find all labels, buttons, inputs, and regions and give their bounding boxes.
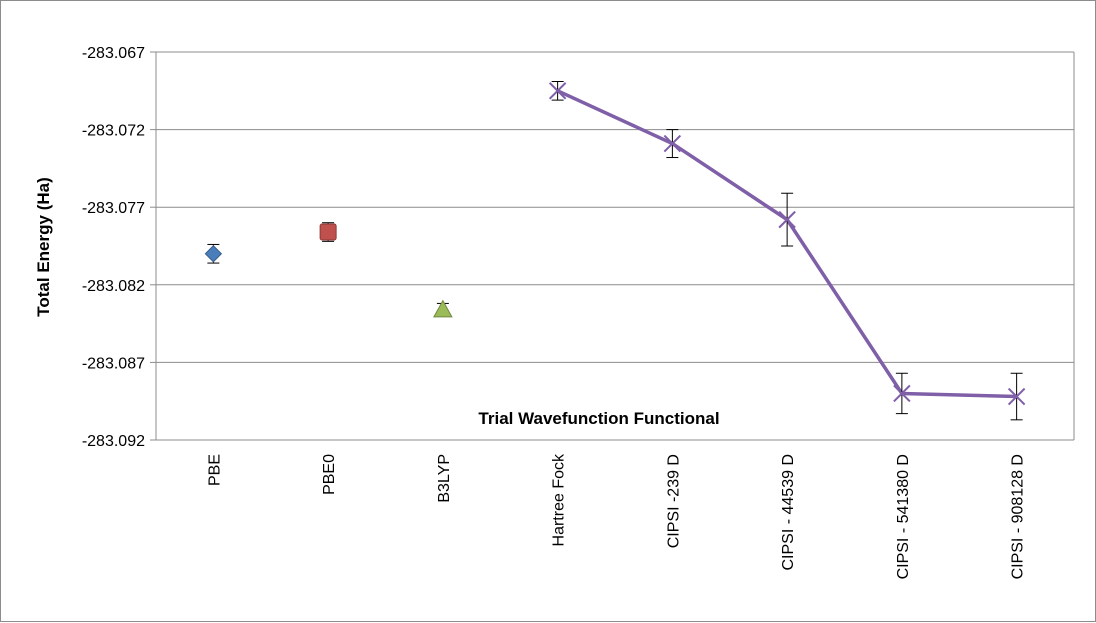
x-tick-label: CIPSI -239 D: [665, 454, 682, 548]
y-tick-label: -283.092: [82, 433, 145, 450]
y-tick-label: -283.072: [82, 123, 145, 140]
data-point-x: [548, 82, 567, 100]
data-point-x: [778, 210, 796, 229]
x-tick-label: PBE0: [321, 454, 338, 495]
x-tick-label: CIPSI - 908128 D: [1010, 454, 1027, 579]
data-point-diamond: [204, 245, 223, 263]
data-point-x: [893, 384, 911, 403]
y-tick-label: -283.087: [82, 355, 145, 372]
data-point-square: [319, 223, 337, 241]
data-series: [204, 80, 1026, 421]
y-tick-label: -283.077: [82, 200, 145, 217]
gridlines: [150, 51, 1075, 441]
series-triangle: [433, 299, 453, 318]
data-point-x: [1007, 387, 1026, 406]
y-tick-label: -283.067: [82, 45, 145, 62]
x-tick-label: CIPSI - 541380 D: [895, 454, 912, 579]
x-axis-ticks: PBE PBE0 B3LYP Hartree Fock CIPSI -239 D CIPS…: [206, 453, 1026, 579]
x-tick-label: CIPSI - 44539 D: [780, 454, 797, 571]
series-x: [548, 80, 1026, 421]
series-diamond: [204, 243, 223, 264]
y-axis-title: Total Energy (Ha): [34, 177, 53, 316]
x-tick-label: Hartree Fock: [551, 453, 568, 546]
y-axis-ticks: -283.067 -283.072 -283.077 -283.082 -283.087…: [82, 45, 145, 450]
data-point-x: [663, 134, 682, 153]
x-tick-label: B3LYP: [436, 454, 453, 503]
x-tick-label: PBE: [206, 454, 223, 486]
x-axis-title: Trial Wavefunction Functional: [478, 409, 719, 428]
data-point-triangle: [433, 299, 453, 318]
series-square: [319, 222, 337, 242]
y-tick-label: -283.082: [82, 278, 145, 295]
